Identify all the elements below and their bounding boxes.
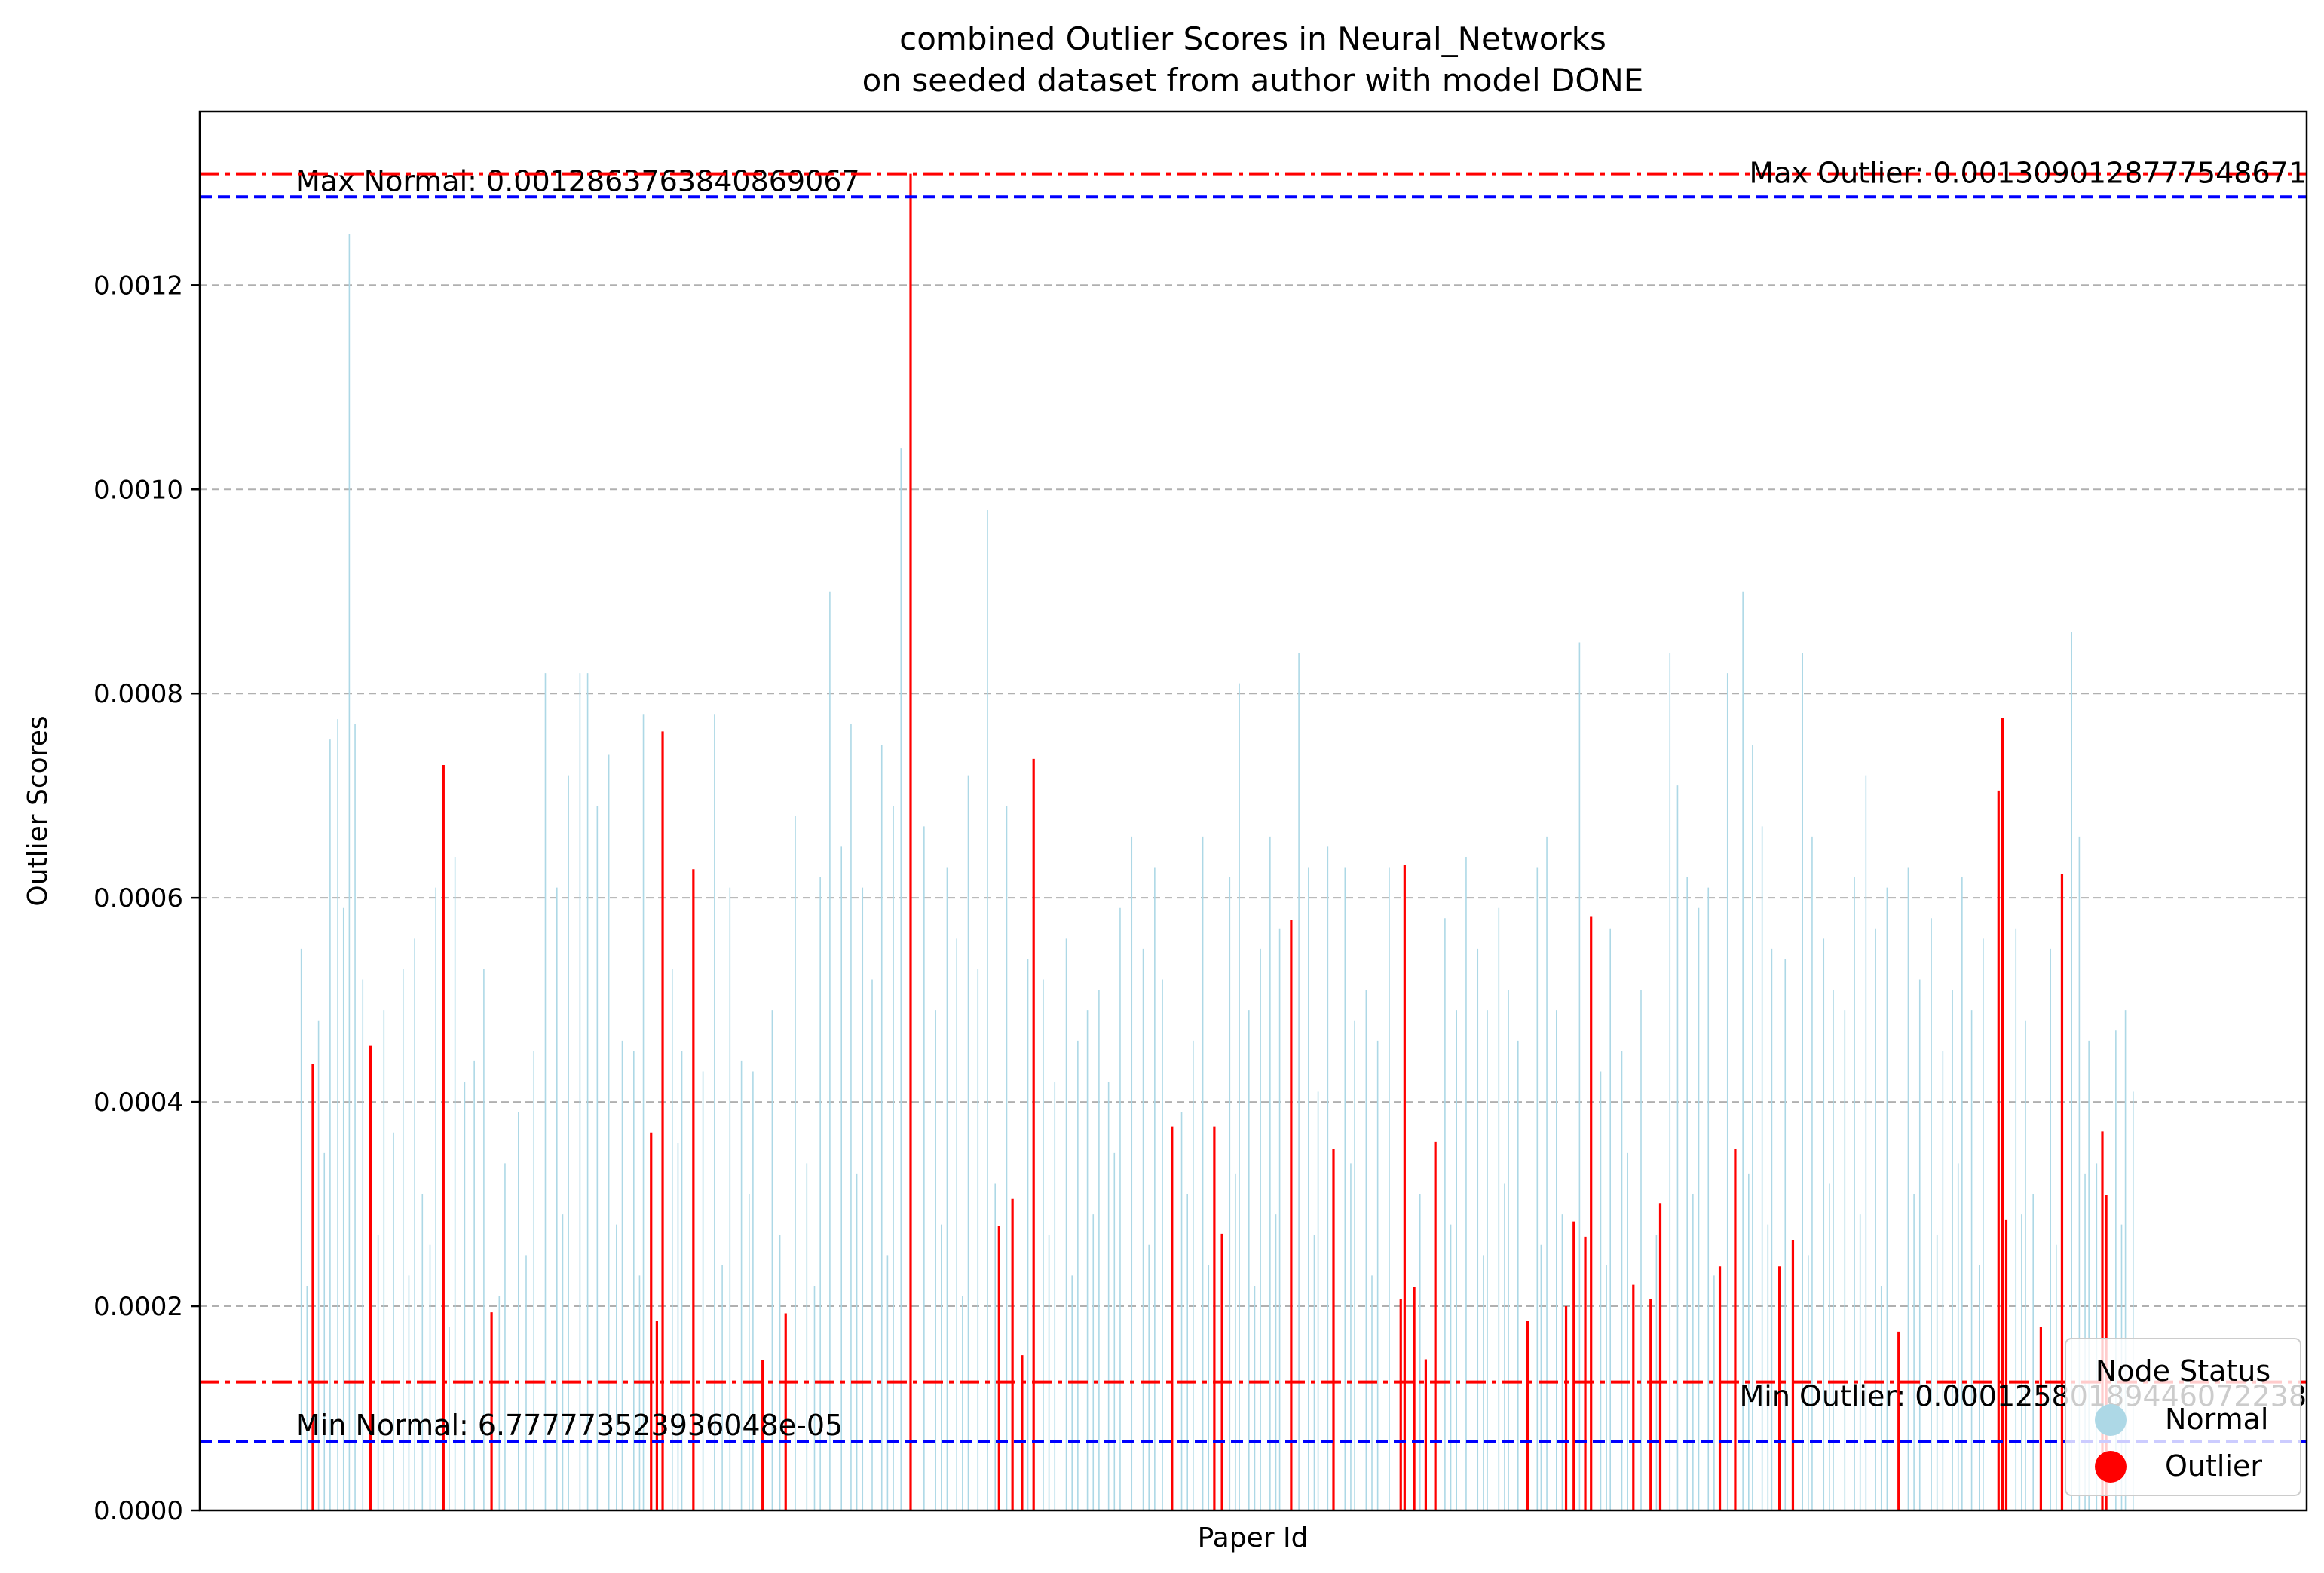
legend-outlier-label: Outlier: [2165, 1449, 2262, 1483]
legend: Node Status Normal Outlier: [2065, 1338, 2301, 1496]
legend-normal-label: Normal: [2165, 1403, 2269, 1436]
plot-frame: [198, 110, 2308, 1512]
chart-title: combined Outlier Scores in Neural_Networ…: [899, 20, 1606, 57]
y-tick-label: 0.0004: [93, 1088, 183, 1118]
y-tick-label: 0.0006: [93, 883, 183, 914]
y-tick-label: 0.0002: [93, 1292, 183, 1322]
y-ticks: 0.0000 0.0002 0.0004 0.0006 0.0008 0.0010 0.00…: [93, 271, 200, 1526]
chart-subtitle: on seeded dataset from author with model…: [862, 62, 1644, 99]
ref-line-label: Max Normal: 0.0012863763840869067: [295, 164, 860, 197]
legend-normal-marker: [2095, 1404, 2127, 1436]
y-tick-label: 0.0010: [93, 475, 183, 505]
legend-outlier-marker: [2095, 1451, 2127, 1483]
y-tick-label: 0.0000: [93, 1496, 183, 1526]
y-tick-label: 0.0012: [93, 271, 183, 301]
x-axis-label: Paper Id: [1198, 1523, 1309, 1553]
legend-title: Node Status: [2096, 1354, 2270, 1388]
ref-line-label: Max Outlier: 0.0013090128777548671: [1750, 157, 2307, 190]
outlier-bars: [311, 173, 2108, 1510]
ref-line-label: Min Normal: 6.777773523936048e-05: [295, 1409, 843, 1442]
normal-bars: [300, 234, 2134, 1510]
y-grid: [200, 284, 2307, 1308]
legend-box: [2065, 1338, 2301, 1496]
y-tick-label: 0.0008: [93, 679, 183, 709]
y-axis-label: Outlier Scores: [23, 715, 54, 906]
